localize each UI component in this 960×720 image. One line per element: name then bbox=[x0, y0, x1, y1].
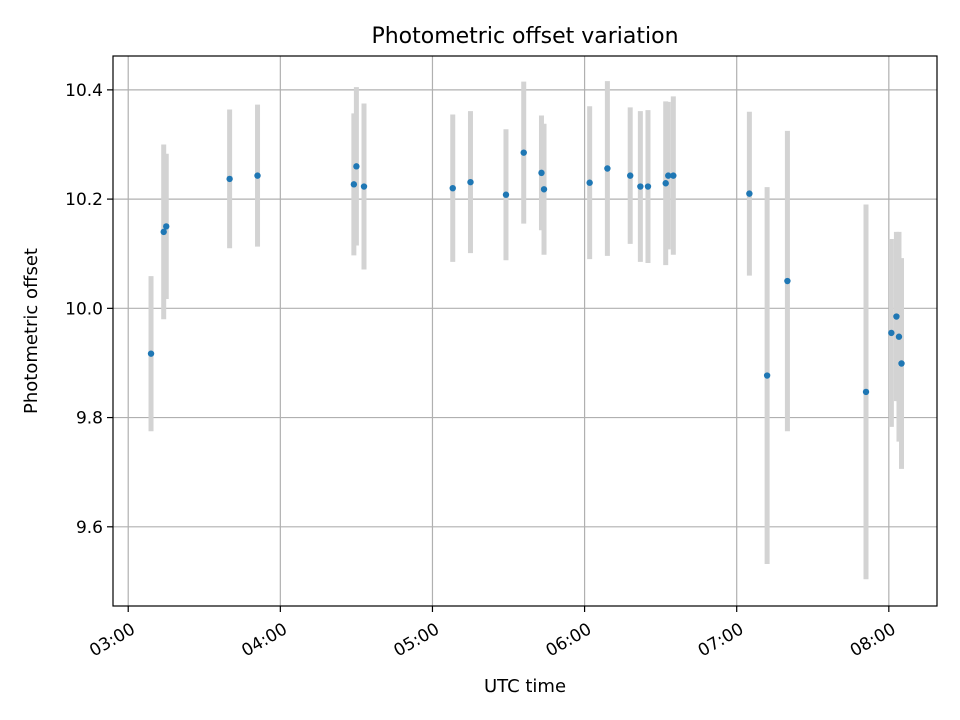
x-tick-label: 07:00 bbox=[695, 619, 747, 661]
data-point bbox=[665, 172, 672, 179]
data-point bbox=[540, 186, 548, 193]
data-point bbox=[538, 169, 545, 177]
y-tick-label: 9.6 bbox=[76, 518, 103, 538]
y-tick-label: 9.8 bbox=[76, 409, 103, 429]
x-axis: 03:00 04:00 05:00 06:00 07:00 08:00 bbox=[86, 606, 899, 661]
y-tick-label: 10.0 bbox=[65, 299, 103, 319]
chart-title: Photometric offset variation bbox=[371, 24, 678, 49]
data-point bbox=[254, 172, 261, 179]
data-point bbox=[644, 183, 652, 190]
x-tick-label: 03:00 bbox=[86, 619, 138, 661]
x-tick-label: 08:00 bbox=[847, 619, 899, 661]
data-point bbox=[350, 181, 358, 188]
data-point bbox=[898, 360, 905, 367]
y-axis-label: Photometric offset bbox=[21, 248, 42, 414]
y-tick-label: 10.2 bbox=[65, 190, 103, 210]
data-point bbox=[360, 183, 368, 190]
data-point bbox=[893, 313, 900, 320]
plot-frame bbox=[112, 55, 938, 607]
error-bars bbox=[148, 81, 905, 580]
data-point bbox=[586, 179, 593, 186]
data-point bbox=[449, 184, 456, 192]
data-point bbox=[163, 223, 170, 230]
data-point bbox=[763, 372, 771, 379]
data-point bbox=[604, 165, 611, 172]
data-point bbox=[160, 228, 167, 236]
data-point bbox=[520, 149, 527, 156]
x-tick-label: 04:00 bbox=[238, 619, 290, 661]
data-point bbox=[226, 175, 233, 183]
data-point bbox=[627, 172, 634, 179]
data-point bbox=[746, 190, 753, 197]
data-point bbox=[784, 277, 791, 285]
data-point bbox=[888, 329, 895, 337]
data-point bbox=[862, 388, 870, 396]
x-tick-label: 05:00 bbox=[391, 619, 443, 661]
data-point bbox=[147, 350, 155, 357]
data-point bbox=[467, 178, 474, 186]
data-point bbox=[637, 183, 644, 190]
x-axis-label: UTC time bbox=[484, 676, 566, 697]
data-point bbox=[502, 191, 510, 198]
data-point bbox=[353, 163, 360, 170]
data-point bbox=[895, 333, 903, 340]
y-tick-label: 10.4 bbox=[65, 81, 103, 101]
data-point bbox=[662, 180, 669, 187]
data-point bbox=[670, 172, 677, 179]
data-points bbox=[147, 149, 905, 396]
y-axis: 9.6 9.8 10.0 10.2 10.4 bbox=[65, 81, 113, 538]
x-tick-label: 06:00 bbox=[543, 619, 595, 661]
